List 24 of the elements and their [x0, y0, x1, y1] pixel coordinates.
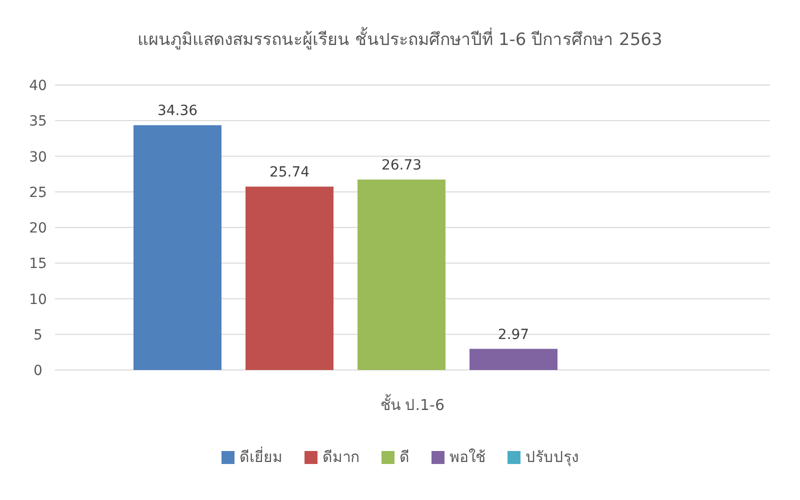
y-tick-label: 5 — [34, 327, 42, 344]
y-tick-label: 10 — [29, 292, 47, 308]
legend-label: ดีมาก — [322, 448, 360, 466]
y-tick-label: 15 — [29, 256, 47, 272]
data-label: 2.97 — [498, 326, 530, 343]
y-tick-label: 40 — [29, 78, 47, 94]
data-label: 26.73 — [381, 158, 422, 174]
bar — [358, 180, 446, 370]
chart-title: แผนภูมิแสดงสมรรถนะผู้เรียน ชั้นประถมศึกษาปีที่ 1-6 ปีการศึกษา 2563 — [138, 27, 662, 50]
bar — [246, 186, 334, 370]
data-label: 34.36 — [157, 103, 198, 120]
legend-label: พอใช้ — [450, 448, 486, 466]
bar — [470, 348, 558, 370]
legend-label: ดี — [400, 448, 410, 466]
legend-label: ดีเยี่ยม — [240, 446, 282, 466]
y-tick-label: 25 — [29, 184, 47, 201]
x-tick-label: ชั้น ป.1-6 — [380, 394, 445, 414]
legend-label: ปรับปรุง — [526, 448, 578, 467]
y-tick-label: 0 — [34, 363, 42, 379]
data-label: 25.74 — [269, 164, 310, 181]
y-tick-label: 20 — [29, 220, 47, 236]
bar — [134, 125, 222, 370]
y-tick-label: 30 — [29, 149, 47, 166]
y-tick-label: 35 — [29, 114, 47, 130]
